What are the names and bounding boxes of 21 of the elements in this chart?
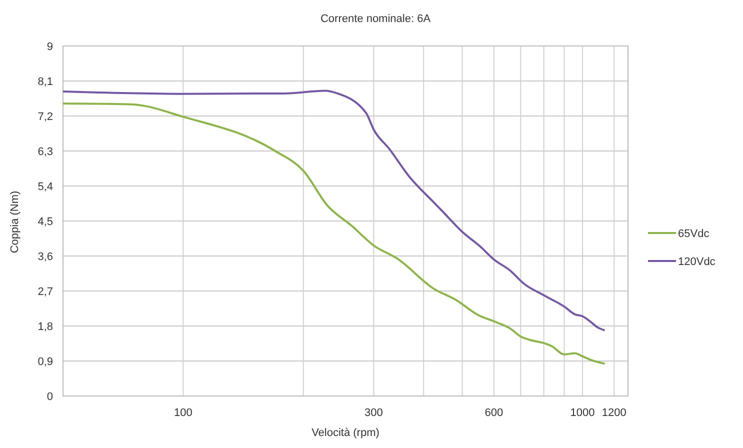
x-tick-label: 300 xyxy=(364,407,383,419)
x-tick-label: 1200 xyxy=(602,407,626,419)
y-tick-label: 6,3 xyxy=(38,146,53,158)
x-tick-label: 600 xyxy=(484,407,504,419)
y-tick-label: 9 xyxy=(46,40,53,53)
y-tick-label: 3,6 xyxy=(38,250,53,263)
x-tick-label: 100 xyxy=(174,407,192,419)
y-tick-label: 5,4 xyxy=(38,180,53,193)
y-tick-label: 0,9 xyxy=(38,356,53,368)
y-tick-label: 8,1 xyxy=(38,76,53,88)
y-tick-label: 0 xyxy=(46,390,53,403)
legend-label: 65Vdc xyxy=(678,228,710,240)
y-axis-title: Coppia (Nm) xyxy=(9,190,21,254)
y-tick-label: 2,7 xyxy=(38,286,53,298)
legend-label: 120Vdc xyxy=(678,256,716,268)
x-tick-label: 1000 xyxy=(570,407,595,419)
chart-title: Corrente nominale: 6A xyxy=(320,13,432,25)
y-tick-label: 7,2 xyxy=(38,110,53,123)
x-axis-title: Velocità (rpm) xyxy=(312,427,380,439)
y-tick-label: 4,5 xyxy=(38,216,53,228)
y-tick-label: 1,8 xyxy=(38,320,53,333)
